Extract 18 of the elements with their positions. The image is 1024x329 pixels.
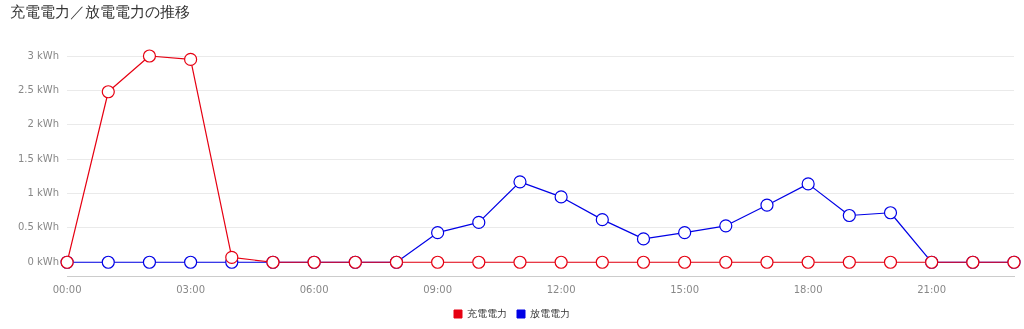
x-tick-label: 03:00 [176,283,206,295]
y-tick-label: 3 kWh [27,49,60,61]
x-tick-label: 09:00 [423,283,453,295]
y-tick-label: 1.5 kWh [17,152,60,164]
x-tick-label: 21:00 [917,283,947,295]
y-tick-label: 0 kWh [27,255,60,267]
x-tick-label: 15:00 [670,283,700,295]
x-tick-label: 06:00 [299,283,329,295]
y-tick-label: 1 kWh [27,187,60,199]
x-tick-label: 00:00 [52,283,82,295]
y-tick-label: 2.5 kWh [17,83,60,95]
x-tick-label: 12:00 [546,283,576,295]
chart-title: 充電電力／放電電力の推移 [10,2,190,21]
legend-label: 充電電力 [467,307,507,319]
x-tick-label: 18:00 [793,283,823,295]
y-tick-label: 2 kWh [27,118,60,130]
legend-label: 放電電力 [530,307,570,319]
y-tick-label: 0.5 kWh [17,221,60,233]
